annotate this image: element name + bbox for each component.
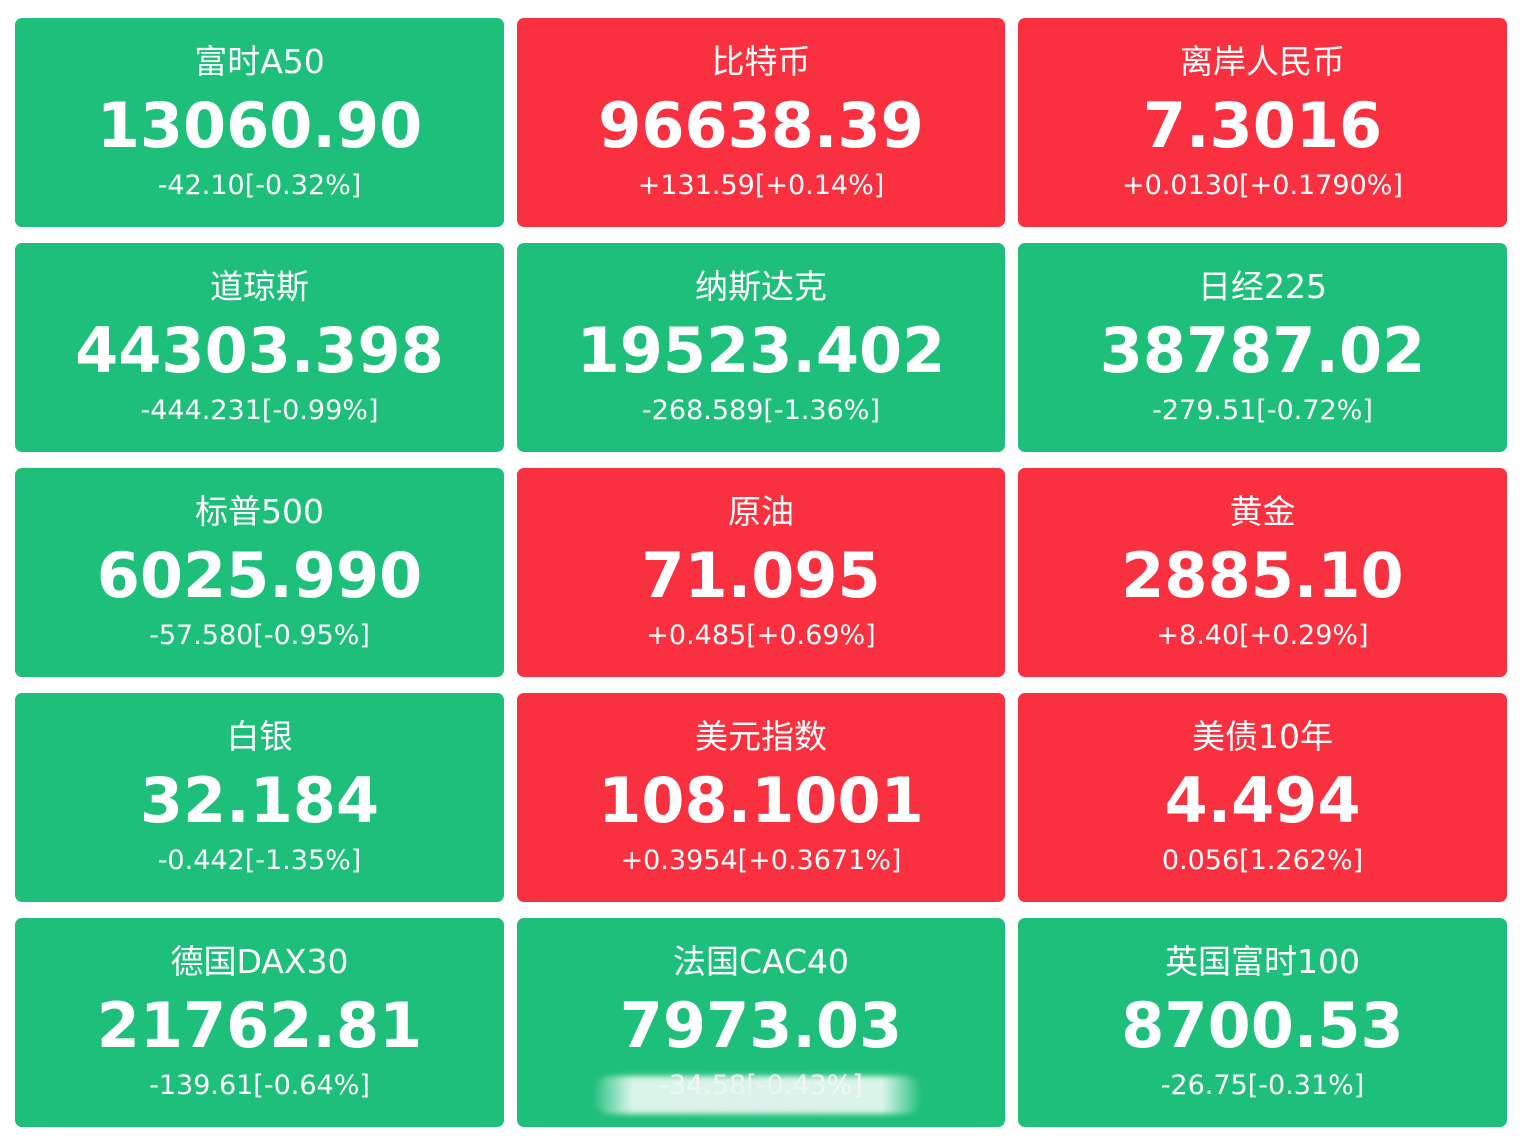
- quote-change: +0.485[+0.69%]: [646, 620, 876, 651]
- quote-price: 13060.90: [96, 89, 423, 162]
- quote-name: 黄金: [1229, 492, 1296, 531]
- quote-change: +131.59[+0.14%]: [637, 170, 885, 201]
- quote-change: 0.056[1.262%]: [1161, 845, 1364, 876]
- quote-change: -139.61[-0.64%]: [149, 1070, 370, 1101]
- quote-price: 6025.990: [96, 539, 423, 612]
- quote-change: -0.442[-1.35%]: [157, 845, 362, 876]
- quote-change: -279.51[-0.72%]: [1152, 395, 1373, 426]
- quote-name: 美元指数: [695, 717, 827, 756]
- quote-tile-offshore-rmb[interactable]: 离岸人民币 7.3016 +0.0130[+0.1790%]: [1018, 18, 1507, 227]
- quote-price: 71.095: [641, 539, 881, 612]
- quote-name: 比特币: [711, 42, 811, 81]
- quote-price: 2885.10: [1121, 539, 1404, 612]
- quote-price: 4.494: [1164, 764, 1361, 837]
- quote-change: +8.40[+0.29%]: [1156, 620, 1369, 651]
- quote-price: 21762.81: [96, 989, 423, 1062]
- quote-name: 标普500: [195, 492, 324, 531]
- quote-name: 美债10年: [1192, 717, 1333, 756]
- quote-price: 32.184: [139, 764, 380, 837]
- quote-tile-gold[interactable]: 黄金 2885.10 +8.40[+0.29%]: [1018, 468, 1507, 677]
- quote-change: +0.0130[+0.1790%]: [1122, 170, 1403, 201]
- watermark-overlay: [592, 1076, 922, 1114]
- quote-change: -26.75[-0.31%]: [1160, 1070, 1365, 1101]
- quote-tile-silver[interactable]: 白银 32.184 -0.442[-1.35%]: [15, 693, 504, 902]
- quote-tile-cac40[interactable]: 法国CAC40 7973.03 -34.58[-0.43%]: [517, 918, 1005, 1127]
- quote-tile-us-dollar-index[interactable]: 美元指数 108.1001 +0.3954[+0.3671%]: [517, 693, 1005, 902]
- quote-price: 38787.02: [1099, 314, 1426, 387]
- quote-name: 日经225: [1198, 267, 1327, 306]
- quote-tile-crude-oil[interactable]: 原油 71.095 +0.485[+0.69%]: [517, 468, 1005, 677]
- quote-price: 108.1001: [598, 764, 924, 837]
- quote-name: 离岸人民币: [1180, 42, 1345, 81]
- quote-price: 96638.39: [598, 89, 924, 162]
- quote-tile-bitcoin[interactable]: 比特币 96638.39 +131.59[+0.14%]: [517, 18, 1005, 227]
- quote-tile-dax30[interactable]: 德国DAX30 21762.81 -139.61[-0.64%]: [15, 918, 504, 1127]
- quote-name: 德国DAX30: [170, 942, 349, 981]
- quote-tile-nikkei-225[interactable]: 日经225 38787.02 -279.51[-0.72%]: [1018, 243, 1507, 452]
- quote-change: -268.589[-1.36%]: [642, 395, 880, 426]
- quote-tile-dow-jones[interactable]: 道琼斯 44303.398 -444.231[-0.99%]: [15, 243, 504, 452]
- quote-tile-us-10y-treasury[interactable]: 美债10年 4.494 0.056[1.262%]: [1018, 693, 1507, 902]
- quote-name: 富时A50: [194, 42, 325, 81]
- quote-price: 7.3016: [1142, 89, 1383, 162]
- quote-name: 法国CAC40: [672, 942, 850, 981]
- quote-price: 8700.53: [1121, 989, 1404, 1062]
- quote-name: 白银: [226, 717, 293, 756]
- quote-tile-sp500[interactable]: 标普500 6025.990 -57.580[-0.95%]: [15, 468, 504, 677]
- quote-name: 英国富时100: [1165, 942, 1360, 981]
- quote-name: 纳斯达克: [695, 267, 827, 306]
- market-quote-grid: 富时A50 13060.90 -42.10[-0.32%] 比特币 96638.…: [15, 18, 1507, 1127]
- quote-price: 44303.398: [75, 314, 444, 387]
- quote-tile-ftse-china-a50[interactable]: 富时A50 13060.90 -42.10[-0.32%]: [15, 18, 504, 227]
- quote-change: -42.10[-0.32%]: [157, 170, 362, 201]
- quote-change: -444.231[-0.99%]: [140, 395, 379, 426]
- quote-change: +0.3954[+0.3671%]: [620, 845, 902, 876]
- quote-tile-ftse100[interactable]: 英国富时100 8700.53 -26.75[-0.31%]: [1018, 918, 1507, 1127]
- quote-change: -57.580[-0.95%]: [149, 620, 370, 651]
- quote-name: 原油: [728, 492, 794, 531]
- quote-name: 道琼斯: [210, 267, 309, 306]
- quote-tile-nasdaq[interactable]: 纳斯达克 19523.402 -268.589[-1.36%]: [517, 243, 1005, 452]
- quote-price: 19523.402: [576, 314, 946, 387]
- quote-price: 7973.03: [619, 989, 903, 1062]
